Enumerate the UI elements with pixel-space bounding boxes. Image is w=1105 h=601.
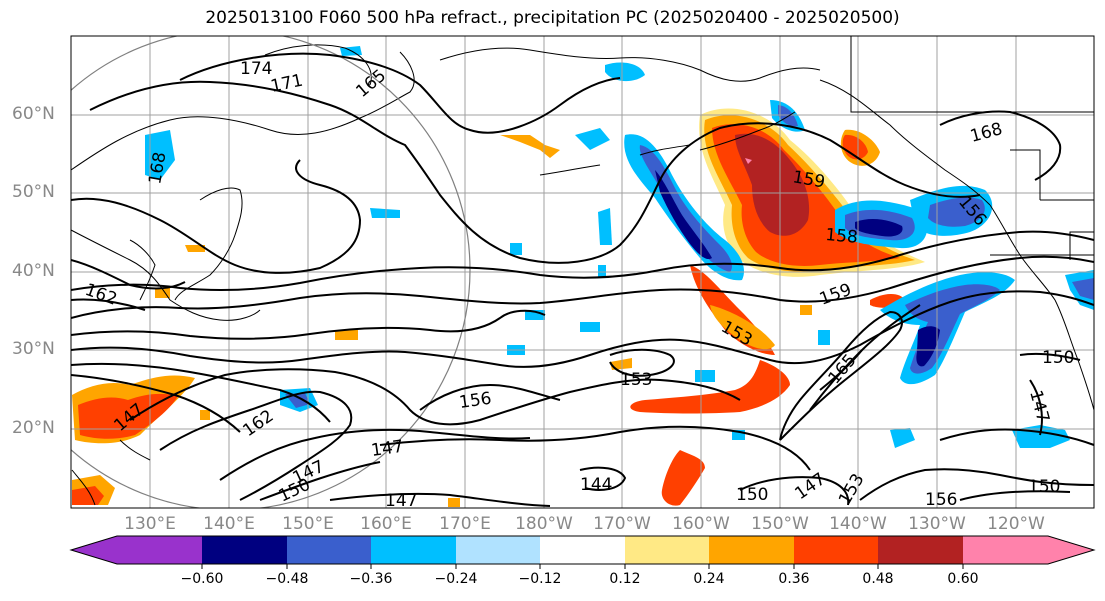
colorbar-bin-9	[794, 536, 878, 564]
colorbar-tick-7: 0.24	[693, 571, 725, 587]
lat-label-30n: 30°N	[12, 339, 55, 359]
contour-label-156b: 156	[458, 389, 493, 413]
colorbar-bin-1	[117, 536, 202, 564]
colorbar-bin-2	[202, 536, 287, 564]
contour-label-165: 165	[352, 66, 390, 102]
contour-label-147c: 147	[385, 491, 417, 511]
contour-label-159b: 159	[817, 280, 854, 310]
lat-label-60n: 60°N	[12, 104, 55, 124]
colorbar-tick-1: −0.60	[180, 571, 224, 587]
contour-label-150d: 150	[1042, 348, 1074, 368]
coastlines	[71, 36, 1094, 506]
colorbar-tick-5: −0.12	[518, 571, 562, 587]
colorbar-bin-11	[963, 536, 1048, 564]
contour-label-168: 168	[145, 150, 170, 185]
colorbar	[69, 535, 1096, 569]
contour-label-147f: 147	[1025, 388, 1053, 425]
contour-label-144: 144	[580, 475, 612, 495]
contour-label-171: 171	[269, 71, 305, 97]
contour-label-156c: 156	[925, 490, 957, 510]
colorbar-tick-8: 0.36	[778, 571, 810, 587]
geopotential-contours	[71, 52, 1094, 507]
lon-label-180w: 180°W	[515, 514, 573, 534]
colorbar-bin-3	[287, 536, 371, 564]
lon-label-140e: 140°E	[203, 514, 255, 534]
lat-label-20n: 20°N	[12, 418, 55, 438]
colorbar-bin-5	[456, 536, 540, 564]
lon-label-150e: 150°E	[282, 514, 334, 534]
colorbar-tick-2: −0.48	[265, 571, 309, 587]
contour-label-158: 158	[825, 225, 859, 248]
colorbar-extend-high	[1048, 536, 1094, 564]
lat-label-50n: 50°N	[12, 182, 55, 202]
colorbar-tick-9: 0.48	[862, 571, 894, 587]
colorbar-bin-6	[540, 536, 625, 564]
lon-label-130e: 130°E	[124, 514, 176, 534]
contour-label-174: 174	[240, 59, 272, 79]
lon-label-130w: 130°W	[908, 514, 966, 534]
lon-label-170e: 170°E	[439, 514, 491, 534]
contour-label-150b: 150	[736, 485, 768, 505]
colorbar-bin-8	[709, 536, 794, 564]
lon-label-170w: 170°W	[593, 514, 651, 534]
lon-label-160e: 160°E	[360, 514, 412, 534]
map-frame	[70, 35, 1095, 509]
colorbar-tick-3: −0.36	[349, 571, 393, 587]
contour-label-168b: 168	[968, 119, 1005, 147]
colorbar-tick-6: 0.12	[609, 571, 641, 587]
lon-label-150w: 150°W	[751, 514, 809, 534]
contour-label-153c: 153	[835, 470, 869, 508]
lon-label-160w: 160°W	[672, 514, 730, 534]
colorbar-extend-low	[71, 536, 117, 564]
lat-label-40n: 40°N	[12, 261, 55, 281]
colorbar-tick-4: −0.24	[434, 571, 478, 587]
lon-label-140w: 140°W	[829, 514, 887, 534]
contour-label-150c: 150	[1028, 477, 1060, 497]
graticule	[71, 36, 1094, 508]
colorbar-outline	[69, 535, 1096, 565]
colorbar-bin-4	[371, 536, 456, 564]
domain-circle	[71, 36, 471, 508]
colorbar-tick-10: 0.60	[947, 571, 979, 587]
colorbar-bin-10	[878, 536, 963, 564]
colorbar-bin-7	[625, 536, 709, 564]
contour-label-147: 147	[370, 437, 405, 461]
contour-labels: 174 171 165 168 162 168 159 158 159 153 …	[82, 59, 1074, 511]
lon-label-120w: 120°W	[987, 514, 1045, 534]
contour-label-147e: 147	[791, 469, 829, 504]
contour-label-153b: 153	[620, 370, 652, 390]
map-title: 2025013100 F060 500 hPa refract., precip…	[205, 8, 900, 28]
